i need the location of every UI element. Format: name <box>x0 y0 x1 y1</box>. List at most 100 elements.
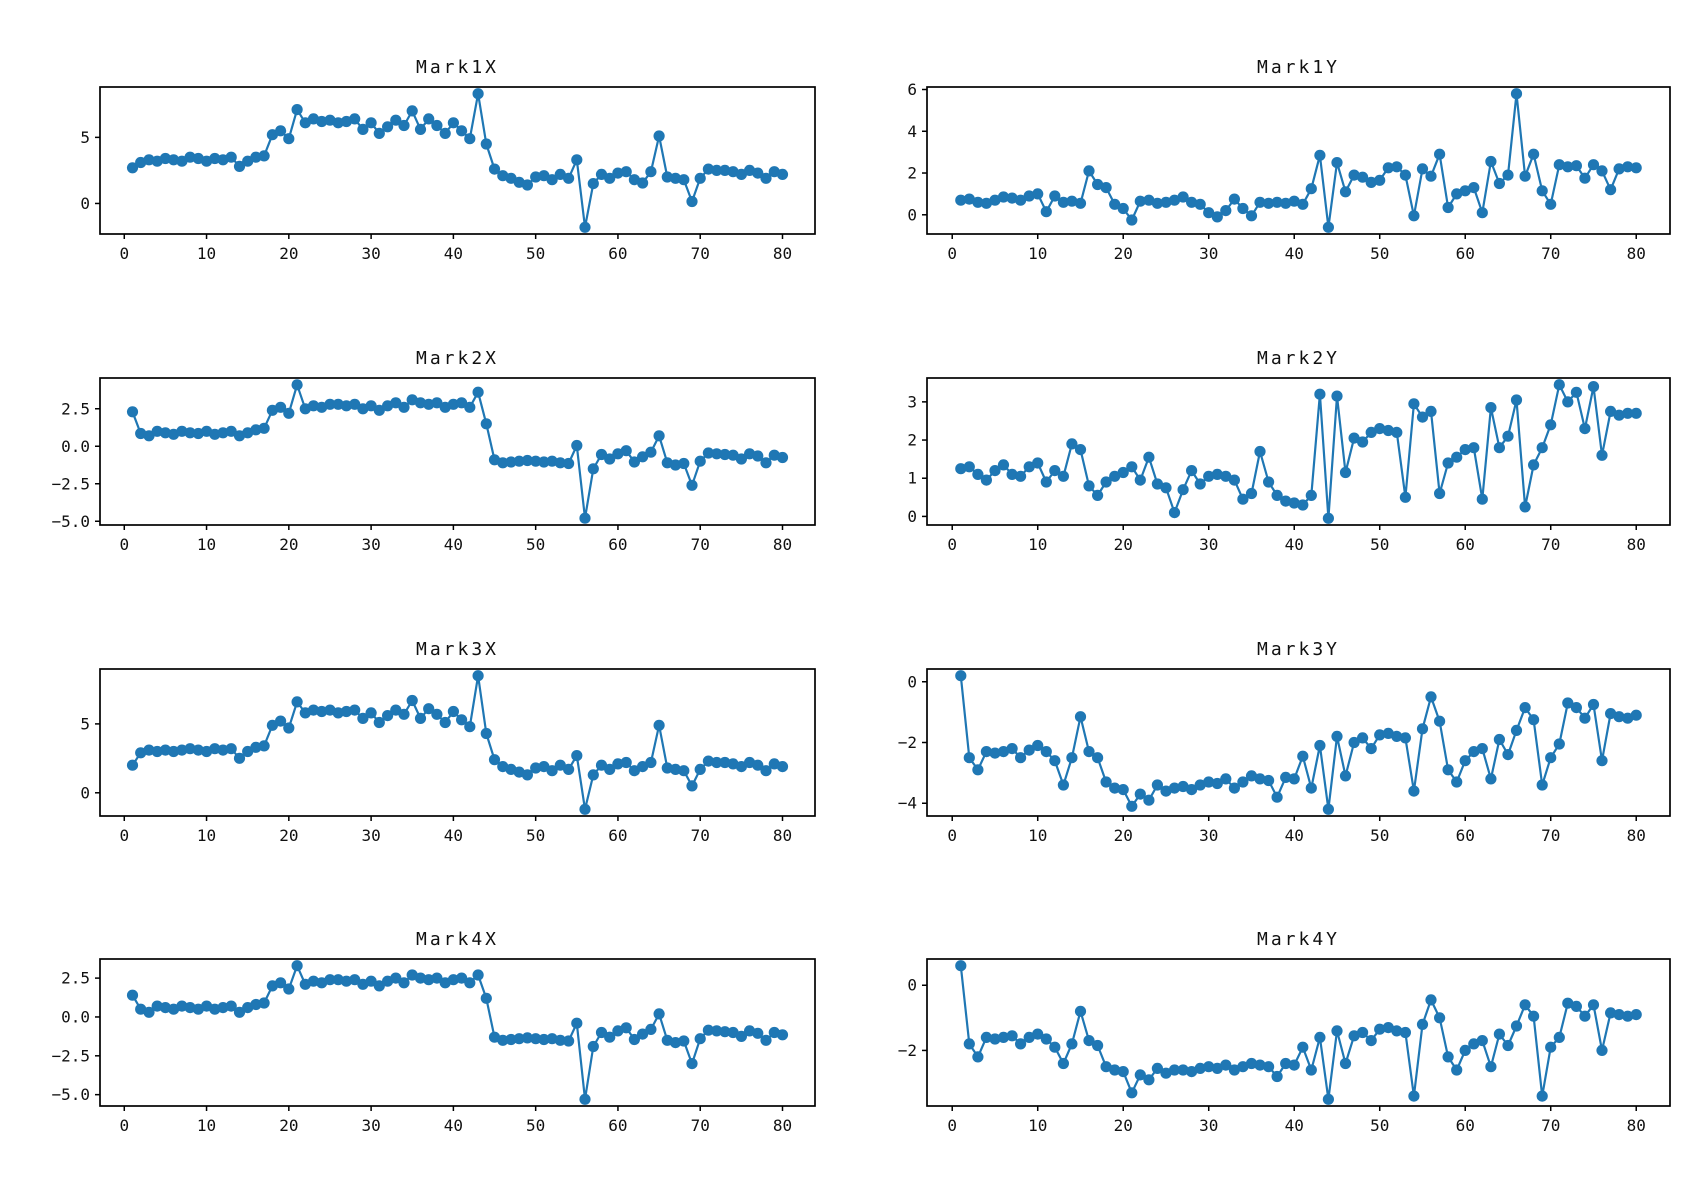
data-point <box>1143 194 1155 206</box>
x-tick-label: 40 <box>1285 535 1304 554</box>
data-point <box>1357 171 1369 183</box>
data-point <box>645 756 657 769</box>
data-line <box>959 964 1638 1101</box>
data-point <box>1348 736 1360 749</box>
data-point <box>456 125 468 137</box>
data-point <box>554 759 566 771</box>
x-tick-label: 20 <box>1114 826 1133 845</box>
data-point <box>1562 997 1574 1009</box>
data-point <box>1365 743 1377 755</box>
data-points <box>126 960 789 1105</box>
x-tick-label: 40 <box>444 535 463 554</box>
data-point <box>1245 770 1258 782</box>
data-point <box>1237 776 1249 788</box>
data-point <box>225 1000 237 1012</box>
data-point <box>1305 489 1317 501</box>
data-point <box>258 150 270 162</box>
data-point <box>398 401 410 413</box>
data-point <box>955 463 967 475</box>
data-point <box>291 104 303 116</box>
x-tick-label: 60 <box>1456 535 1475 554</box>
data-line <box>131 674 784 811</box>
data-point <box>1587 381 1600 393</box>
data-point <box>1442 201 1454 214</box>
data-points <box>126 670 789 815</box>
data-point <box>1263 1061 1275 1073</box>
data-point <box>1006 1030 1018 1042</box>
data-point <box>184 151 196 163</box>
plot-mark4x: Mark4X 0 10 20 30 40 50 60 70 80 −5.0 −2.5 0.0 2.5 <box>51 929 816 1135</box>
data-point <box>1596 165 1608 177</box>
data-point <box>1434 148 1446 160</box>
data-point <box>571 750 583 762</box>
x-tick-label: 70 <box>1541 1116 1560 1135</box>
data-point <box>1596 755 1608 767</box>
data-point <box>1134 1069 1146 1081</box>
x-tick-label: 50 <box>1370 826 1389 845</box>
data-point <box>1357 436 1369 448</box>
data-point <box>1228 1064 1240 1076</box>
data-point <box>1297 750 1309 762</box>
data-point <box>1485 402 1497 414</box>
data-point <box>324 398 336 410</box>
y-tick-label: 0.0 <box>61 437 90 456</box>
data-point <box>373 980 385 992</box>
data-points <box>955 670 1642 815</box>
data-point <box>1288 195 1300 207</box>
data-point <box>1587 698 1600 711</box>
x-tick-label: 30 <box>1199 535 1218 554</box>
data-point <box>250 151 262 163</box>
data-point <box>316 115 328 128</box>
data-point <box>521 769 533 781</box>
plot-frame <box>99 86 816 235</box>
data-point <box>414 123 427 135</box>
data-point <box>464 401 476 413</box>
data-point <box>963 1038 975 1050</box>
x-tick-label: 40 <box>1285 1116 1304 1135</box>
x-tick-label: 20 <box>279 826 298 845</box>
data-point <box>1100 1061 1112 1073</box>
y-tick-label: 2.5 <box>61 399 90 418</box>
data-point <box>1476 743 1488 755</box>
plot-mark2x: Mark2X 0 10 20 30 40 50 60 70 80 −5.0 −2.5 0.0 2.5 <box>51 348 816 554</box>
data-point <box>1374 423 1386 435</box>
data-point <box>678 1035 690 1047</box>
data-point <box>653 1008 665 1020</box>
x-tick-label: 80 <box>773 1116 792 1135</box>
data-point <box>406 105 418 117</box>
plot-frame <box>99 958 816 1107</box>
data-point <box>1083 1035 1095 1047</box>
data-points <box>955 88 1642 233</box>
data-point <box>1570 1000 1582 1012</box>
data-point <box>1168 1064 1181 1076</box>
data-point <box>653 130 665 142</box>
data-point <box>1220 205 1232 217</box>
data-point <box>579 221 591 233</box>
data-point <box>530 455 542 467</box>
plot-frame <box>926 958 1671 1107</box>
data-point <box>1553 159 1565 171</box>
data-point <box>349 704 361 716</box>
x-tick-label: 30 <box>361 244 380 263</box>
data-point <box>1177 1064 1189 1076</box>
data-point <box>1468 1038 1480 1050</box>
data-point <box>1049 465 1061 477</box>
data-point <box>604 1031 616 1043</box>
data-point <box>1006 192 1018 204</box>
data-point <box>1630 709 1642 721</box>
data-point <box>776 168 789 180</box>
x-tick-label: 10 <box>197 535 216 554</box>
x-tick-label: 80 <box>1627 826 1646 845</box>
data-point <box>1451 1064 1463 1076</box>
data-point <box>1545 1041 1557 1053</box>
data-point <box>283 722 295 734</box>
data-point <box>1451 776 1463 788</box>
plot-mark3y: Mark3Y 0 10 20 30 40 50 60 70 80 −4 −2 0 <box>898 639 1671 845</box>
data-point <box>727 1026 739 1039</box>
data-point <box>1126 800 1138 812</box>
data-point <box>1536 779 1548 791</box>
chart-mark4x: Mark4X 0 10 20 30 40 50 60 70 80 −5.0 −2.5 0.0 2.5 <box>20 917 850 1156</box>
x-tick-label: 60 <box>608 1116 627 1135</box>
data-point <box>233 1006 246 1018</box>
data-point <box>382 710 394 722</box>
